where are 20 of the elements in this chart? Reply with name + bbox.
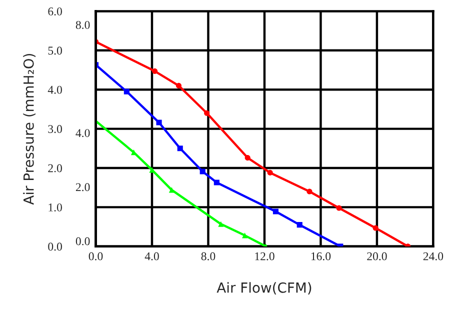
- y-tick-label: 4.0: [48, 86, 62, 94]
- x-tick-label: 16.0: [311, 252, 331, 260]
- x-axis-title: Air Flow(CFM): [216, 282, 312, 294]
- x-tick-label: 12.0: [255, 252, 274, 260]
- x-tick-label: 8.0: [201, 252, 216, 260]
- y-tick-label: 2.0: [48, 164, 62, 172]
- y2-tick-label: 0.0: [76, 237, 90, 246]
- y2-tick-label: 4.0: [76, 129, 90, 138]
- x-tick-label: 20.0: [367, 252, 387, 260]
- y2-tick-label: 8.0: [76, 20, 90, 29]
- y-tick-label: 3.0: [48, 125, 62, 134]
- x-tick-label: 4.0: [144, 252, 159, 260]
- y-axis-title: Air Pressure (mmH₂O): [23, 54, 36, 205]
- y2-tick-label: 2.0: [76, 183, 90, 192]
- y-tick-label: 1.0: [48, 203, 62, 212]
- y-tick-label: 6.0: [48, 7, 62, 16]
- y-tick-label: 5.0: [48, 46, 62, 55]
- y-tick-label: 0.0: [48, 242, 62, 251]
- x-tick-label: 0.0: [88, 252, 103, 260]
- x-tick-label: 24.0: [423, 252, 444, 260]
